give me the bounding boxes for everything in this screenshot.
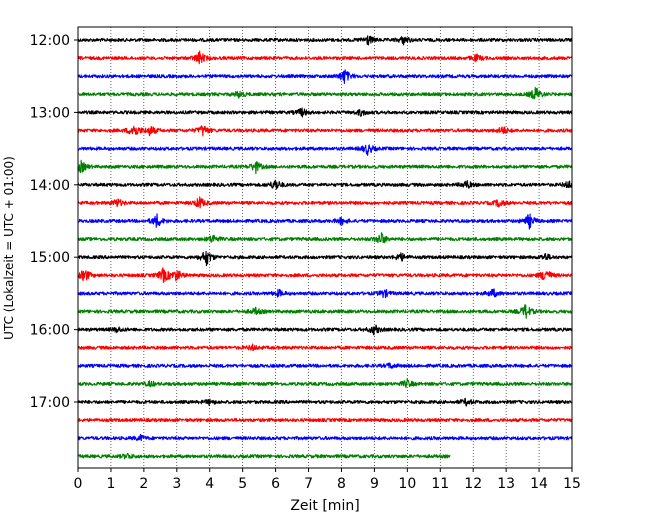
y-tick-label: 17:00	[30, 395, 70, 411]
y-tick-label: 15:00	[30, 250, 70, 266]
trace-row-1200	[77, 35, 573, 46]
trace-row-1730	[77, 433, 573, 442]
x-tick-label: 1	[106, 476, 115, 492]
x-tick-label: 4	[205, 476, 214, 492]
y-tick-label: 13:00	[30, 105, 70, 121]
x-tick-label: 9	[370, 476, 379, 492]
x-tick-label: 5	[238, 476, 247, 492]
trace-row-1500	[77, 250, 573, 267]
trace-row-1615	[77, 343, 573, 352]
trace-row-1745	[77, 452, 451, 460]
trace-row-1230	[77, 69, 573, 84]
x-tick-label: 14	[530, 476, 548, 492]
x-tick-label: 13	[497, 476, 515, 492]
trace-row-1715	[77, 417, 573, 423]
x-tick-label: 2	[139, 476, 148, 492]
x-axis-label: Zeit [min]	[290, 498, 359, 514]
trace-row-1630	[77, 362, 573, 369]
y-tick-label: 12:00	[30, 33, 70, 49]
trace-row-1545	[77, 304, 573, 319]
trace-row-1400	[77, 179, 573, 190]
trace-row-1700	[77, 397, 573, 407]
x-tick-label: 10	[398, 476, 416, 492]
seismic-traces	[77, 35, 573, 460]
trace-row-1245	[77, 86, 573, 100]
y-axis-ticks: 12:00 13:00 14:00 15:00 16:00 17:00	[30, 33, 78, 411]
trace-row-1415	[77, 196, 573, 209]
trace-row-1430	[77, 213, 573, 230]
trace-row-1645	[77, 378, 573, 389]
x-tick-label: 12	[464, 476, 482, 492]
x-tick-label: 15	[563, 476, 581, 492]
y-axis-label: UTC (Lokalzeit = UTC + 01:00)	[2, 156, 16, 340]
trace-row-1515	[77, 267, 573, 284]
trace-row-1330	[77, 144, 573, 156]
x-tick-label: 3	[172, 476, 181, 492]
trace-row-1345	[77, 159, 573, 175]
plot-frame	[77, 26, 573, 469]
trace-row-1215	[77, 50, 573, 65]
x-tick-label: 7	[304, 476, 313, 492]
x-axis-ticks: 0 1 2 3 4 5 6 7 8 9 10 11 12 13 14 15	[74, 468, 581, 492]
y-tick-label: 16:00	[30, 323, 70, 339]
trace-row-1600	[77, 324, 573, 336]
x-tick-label: 0	[74, 476, 83, 492]
trace-row-1300	[77, 107, 573, 118]
trace-row-1530	[77, 288, 573, 299]
trace-row-1315	[77, 125, 573, 137]
trace-row-1445	[77, 232, 573, 244]
y-tick-label: 14:00	[30, 178, 70, 194]
x-tick-label: 8	[337, 476, 346, 492]
x-tick-label: 6	[271, 476, 280, 492]
x-tick-label: 11	[431, 476, 449, 492]
